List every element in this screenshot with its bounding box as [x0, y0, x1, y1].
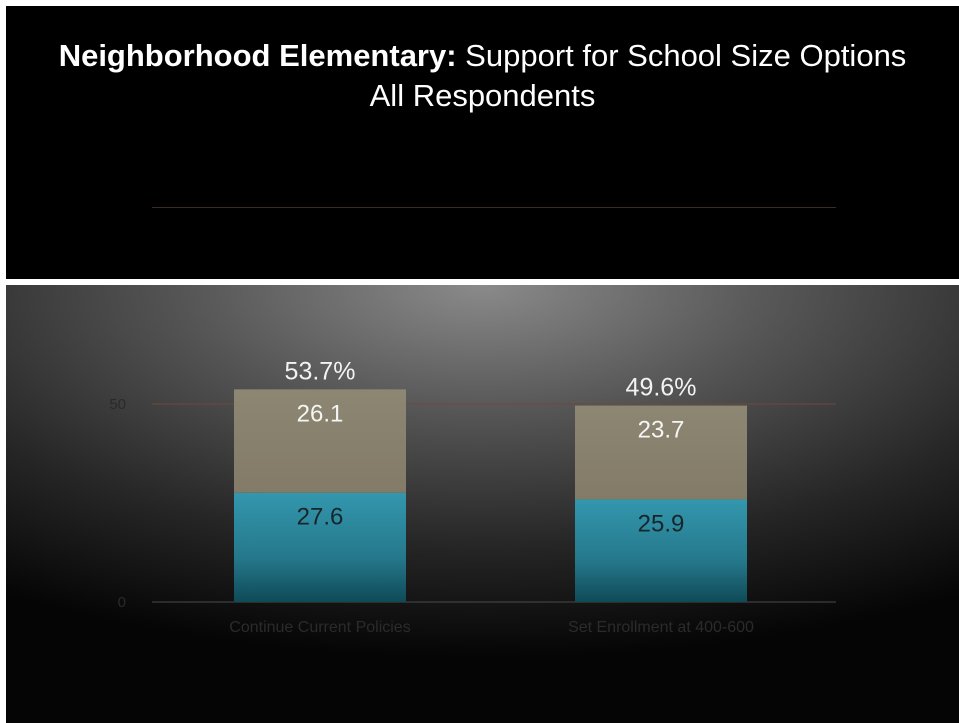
bar-segment-1-1 [575, 405, 747, 500]
data-label-0-0: 27.6 [297, 504, 344, 531]
total-label-0: 53.7% [285, 357, 356, 385]
title-divider [152, 207, 836, 208]
chart-title-rest: Support for School Size Options [456, 38, 907, 73]
data-label-1-0: 25.9 [638, 510, 685, 537]
data-label-0-1: 26.1 [297, 400, 344, 427]
chart-title-bold: Neighborhood Elementary: [58, 38, 457, 73]
bar-segment-0-1 [234, 389, 406, 493]
data-label-1-1: 23.7 [638, 417, 685, 444]
title-panel: Neighborhood Elementary: Support for Sch… [6, 6, 959, 279]
bar-segment-0-0 [234, 492, 406, 602]
total-label-1: 49.6% [626, 374, 697, 402]
chart-panel: 0 50 27.6 26.1 53.7% Continue Current Policie… [6, 285, 959, 723]
category-label-1: Set Enrollment at 400-600 [568, 619, 754, 636]
stacked-bar-chart: 0 50 27.6 26.1 53.7% Continue Current Policie… [109, 357, 836, 636]
y-tick-label-0: 0 [118, 594, 126, 611]
bar-segment-1-0 [575, 499, 747, 602]
chart-title: Neighborhood Elementary: Support for Sch… [6, 36, 959, 116]
y-tick-label-50: 50 [109, 396, 126, 413]
chart-subtitle: All Respondents [369, 78, 596, 113]
category-label-0: Continue Current Policies [229, 619, 410, 636]
